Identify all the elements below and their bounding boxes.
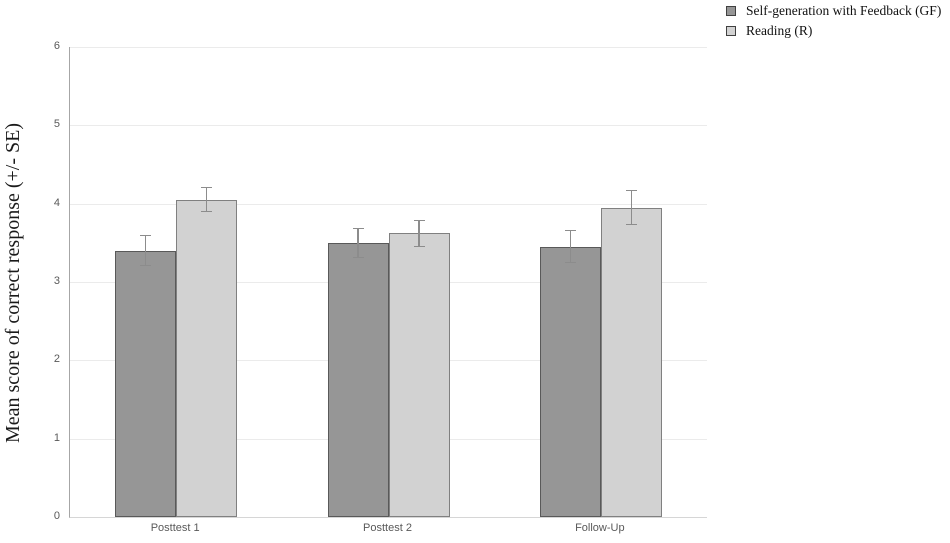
x-category-label: Posttest 2	[363, 522, 412, 534]
x-category-label: Posttest 1	[150, 522, 200, 534]
gridline	[70, 125, 707, 127]
error-bar-stem	[630, 191, 633, 224]
error-bar-stem	[205, 188, 208, 212]
error-bar-stem	[357, 228, 359, 257]
error-bar	[201, 187, 213, 213]
error-bar-stem	[418, 221, 420, 246]
error-bar	[413, 220, 425, 247]
error-bar	[564, 230, 576, 264]
x-category-label: Follow-Up	[575, 522, 625, 534]
y-tick-label: 5	[53, 118, 60, 131]
legend-label: Reading (R)	[746, 23, 813, 38]
y-tick-label: 1	[53, 431, 60, 444]
gridline	[70, 47, 707, 48]
bar	[176, 199, 238, 517]
error-bar-stem	[569, 231, 572, 263]
error-bar	[352, 227, 364, 258]
bar	[115, 250, 177, 517]
legend-item: Self-generation with Feedback (GF)	[726, 1, 941, 21]
bar	[327, 242, 389, 517]
legend: Self-generation with Feedback (GF) Readin…	[726, 1, 941, 41]
y-tick-label: 6	[53, 40, 60, 52]
legend-swatch-icon	[726, 26, 736, 36]
error-bar-stem	[144, 236, 147, 266]
error-bar	[140, 235, 152, 267]
bar	[539, 246, 601, 517]
y-tick-label: 0	[53, 510, 60, 522]
bar	[388, 233, 450, 517]
plot-area	[69, 47, 707, 518]
y-tick-label: 3	[53, 275, 60, 287]
legend-label: Self-generation with Feedback (GF)	[746, 3, 942, 18]
legend-item: Reading (R)	[726, 21, 941, 41]
error-bar	[625, 190, 637, 225]
bar	[600, 207, 662, 517]
y-tick-label: 2	[53, 353, 60, 366]
legend-swatch-icon	[726, 6, 736, 16]
y-tick-label: 4	[53, 196, 60, 209]
gridline	[70, 203, 707, 205]
